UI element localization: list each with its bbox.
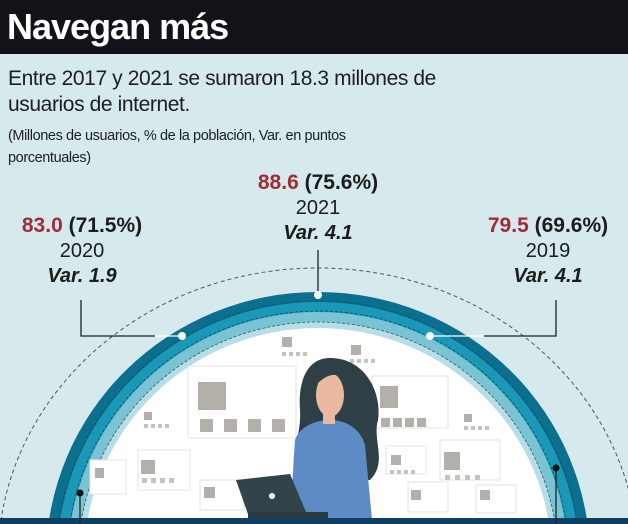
year-2021: 2021 (295, 197, 341, 219)
page-title: Navegan más (7, 6, 229, 47)
woman-illustration (290, 358, 379, 518)
users-2021: 88.6 (257, 171, 299, 194)
pct-2020: (71.5%) (68, 214, 143, 237)
label-2020: 83.0 (71.5%) 2020 Var. 1.9 (0, 213, 164, 289)
subtitle: Entre 2017 y 2021 se sumaron 18.3 millon… (8, 67, 436, 116)
label-2021: 88.6 (75.6%) 2021 Var. 4.1 (218, 170, 418, 246)
year-2020: 2020 (59, 240, 105, 262)
pct-2021: (75.6%) (304, 171, 379, 194)
units-note: (Millones de usuarios, % de la población… (8, 128, 346, 166)
users-2020: 83.0 (21, 214, 63, 237)
year-2019: 2019 (525, 240, 571, 262)
var-2021: Var. 4.1 (283, 222, 353, 244)
users-2019: 79.5 (487, 214, 529, 237)
header-bar: Navegan más (0, 0, 628, 54)
var-2019: Var. 4.1 (513, 265, 583, 287)
var-2020: Var. 1.9 (47, 265, 117, 287)
label-2019: 79.5 (69.6%) 2019 Var. 4.1 (466, 213, 628, 289)
pct-2019: (69.6%) (534, 214, 609, 237)
